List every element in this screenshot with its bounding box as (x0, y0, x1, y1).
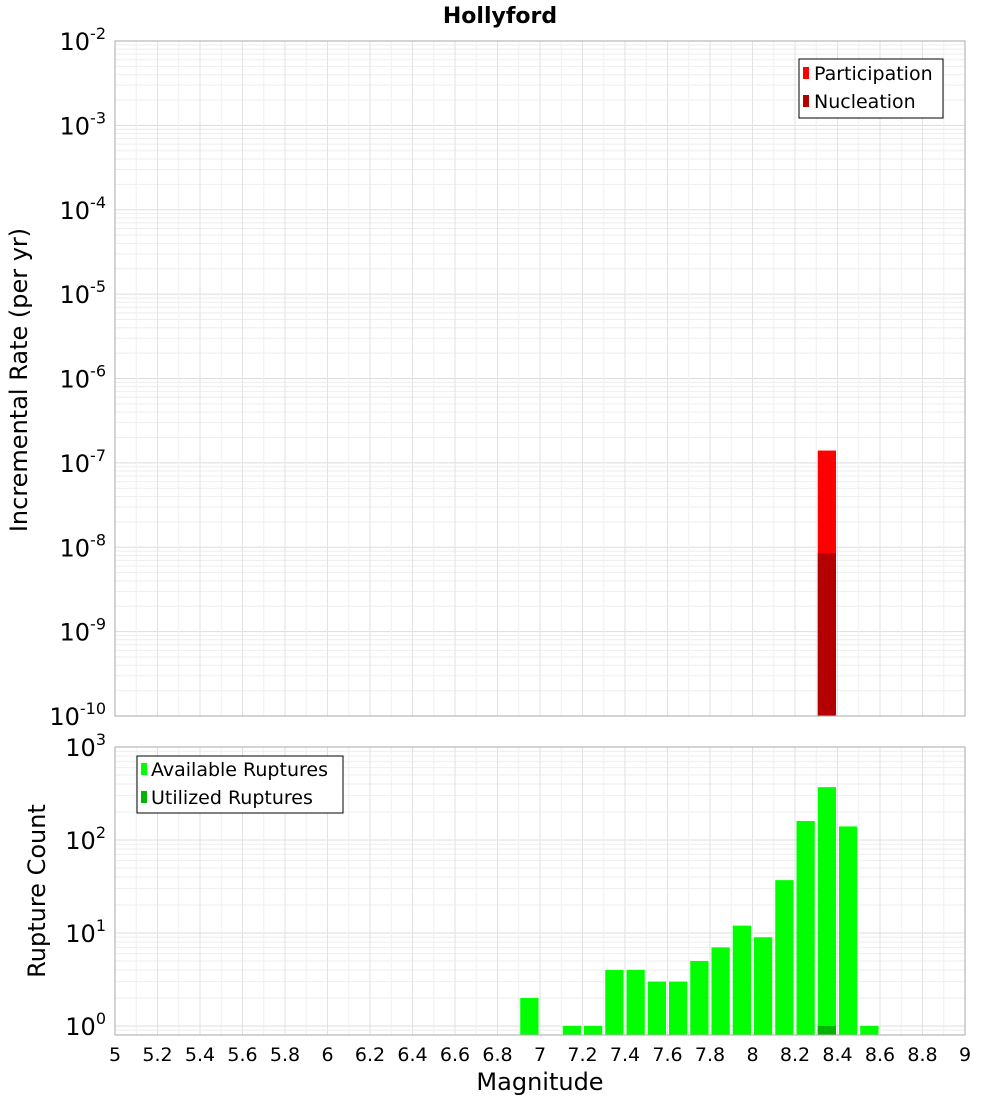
bottom-y-axis-label: Rupture Count (23, 804, 51, 978)
bottom-bar-available-ruptures (669, 981, 688, 1035)
top-y-tick-label: 10-6 (60, 362, 107, 394)
x-tick-label: 6.8 (482, 1044, 512, 1066)
bottom-bar-available-ruptures (732, 925, 751, 1035)
bottom-bar-available-ruptures (711, 947, 730, 1035)
top-y-tick-label: 10-8 (60, 530, 107, 562)
nucleation-legend-swatch (803, 95, 809, 107)
x-tick-label: 7 (534, 1044, 546, 1066)
bottom-bar-available-ruptures (860, 1025, 879, 1035)
bottom-bar-available-ruptures (562, 1025, 581, 1035)
top-y-tick-labels: 10-10 10-9 10-8 10-7 10-6 10-5 10-4 10-3 10-2 (49, 24, 106, 731)
participation-legend-swatch (803, 67, 809, 79)
bottom-legend-box (136, 755, 344, 814)
bottom-bar-available-ruptures (775, 880, 794, 1035)
top-y-tick-label: 10-10 (49, 699, 106, 731)
x-tick-label: 5.6 (227, 1044, 257, 1066)
nucleation-legend-label: Nucleation (814, 91, 916, 113)
top-legend: Participation Nucleation (798, 58, 944, 119)
x-tick-label: 8.4 (822, 1044, 852, 1066)
chart-title: Hollyford (443, 4, 557, 29)
bottom-legend: Available Ruptures Utilized Ruptures (136, 755, 344, 814)
x-tick-label: 6 (321, 1044, 333, 1066)
x-tick-label: 8.8 (907, 1044, 937, 1066)
top-y-tick-label: 10-3 (60, 108, 107, 140)
x-tick-label: 6.6 (440, 1044, 470, 1066)
top-y-tick-label: 10-2 (60, 24, 107, 56)
available-legend-label: Available Ruptures (151, 759, 328, 781)
available-legend-swatch (141, 763, 147, 775)
bottom-bar-available-ruptures (796, 821, 815, 1035)
bottom-plot-border (114, 746, 966, 1036)
top-grid (114, 40, 966, 717)
bottom-bar-available-ruptures (839, 826, 858, 1035)
participation-legend-label: Participation (814, 63, 933, 85)
top-y-tick-label: 10-7 (60, 446, 107, 478)
x-tick-label: 6.4 (397, 1044, 427, 1066)
bottom-bar-available-ruptures (520, 997, 539, 1035)
utilized-legend-label: Utilized Ruptures (151, 787, 313, 809)
bottom-bar-available-ruptures (605, 969, 624, 1035)
top-bars (817, 450, 836, 716)
x-tick-label: 7.4 (610, 1044, 640, 1066)
bottom-y-tick-labels: 100 101 102 103 (65, 730, 106, 1041)
x-tick-label: 8.6 (865, 1044, 895, 1066)
x-tick-label: 7.2 (567, 1044, 597, 1066)
x-tick-label: 5.8 (270, 1044, 300, 1066)
x-tick-label: 7.6 (652, 1044, 682, 1066)
bottom-y-tick-label: 100 (65, 1009, 106, 1041)
bottom-y-tick-label: 101 (65, 916, 106, 948)
x-tick-label: 9 (959, 1044, 971, 1066)
x-tick-label: 5.4 (185, 1044, 215, 1066)
top-y-tick-label: 10-5 (60, 277, 107, 309)
x-tick-label: 8.2 (780, 1044, 810, 1066)
bottom-bar-available-ruptures (584, 1025, 603, 1035)
bottom-bar-utilized-ruptures (817, 1025, 836, 1035)
bottom-bar-available-ruptures (754, 937, 773, 1035)
x-tick-label: 7.8 (695, 1044, 725, 1066)
top-plot-border (114, 40, 966, 717)
top-y-tick-label: 10-4 (60, 193, 107, 225)
top-legend-box (798, 58, 944, 119)
bottom-bar-available-ruptures (690, 960, 709, 1035)
x-tick-label: 5.2 (142, 1044, 172, 1066)
x-tick-labels: 5 5.2 5.4 5.6 5.8 6 6.2 6.4 6.6 6.8 7 7.2 7.4 7.6 7.8 8… (109, 1044, 971, 1066)
x-tick-label: 6.2 (355, 1044, 385, 1066)
x-tick-label: 5 (109, 1044, 121, 1066)
x-tick-label: 8 (746, 1044, 758, 1066)
utilized-legend-swatch (141, 791, 147, 803)
bottom-y-tick-label: 103 (65, 730, 106, 762)
bottom-bar-available-ruptures (647, 981, 666, 1035)
top-bar-nucleation (817, 553, 836, 716)
top-y-axis-label: Incremental Rate (per yr) (5, 228, 33, 532)
bottom-bars (520, 787, 879, 1035)
x-axis-label: Magnitude (476, 1068, 603, 1096)
bottom-bar-available-ruptures (817, 787, 836, 1035)
bottom-y-tick-label: 102 (65, 823, 106, 855)
bottom-bar-available-ruptures (626, 969, 645, 1035)
top-y-tick-label: 10-9 (60, 615, 107, 647)
